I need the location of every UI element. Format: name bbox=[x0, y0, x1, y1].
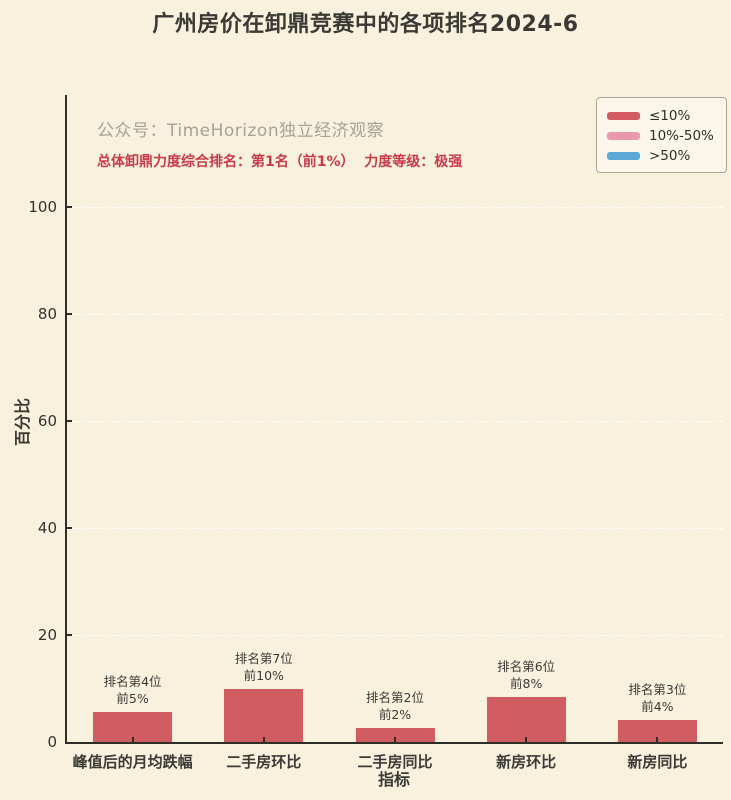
bar-二手房环比 bbox=[224, 688, 304, 742]
y-tick-label-80: 80 bbox=[37, 305, 57, 324]
annotation-rank: 排名第7位 bbox=[234, 650, 293, 666]
category-label-新房环比: 新房环比 bbox=[496, 752, 557, 771]
bar-二手房同比 bbox=[355, 727, 435, 742]
legend-swatch-0 bbox=[607, 111, 640, 120]
overall-ranking-subtitle: 总体卸鼎力度综合排名：第1名（前1%） 力度等级：极强 bbox=[97, 154, 463, 170]
annotation-percentile: 前2% bbox=[378, 706, 412, 722]
category-label-新房同比: 新房同比 bbox=[627, 752, 688, 771]
bar-新房同比 bbox=[617, 720, 697, 742]
category-label-峰值后的月均跌幅: 峰值后的月均跌幅 bbox=[72, 752, 193, 771]
annotation-rank: 排名第4位 bbox=[103, 673, 162, 689]
watermark-text: 公众号：TimeHorizon独立经济观察 bbox=[97, 121, 385, 141]
gridline-40 bbox=[67, 527, 723, 529]
annotation-rank: 排名第2位 bbox=[366, 689, 424, 705]
legend-swatch-1 bbox=[607, 131, 640, 140]
y-tick-mark-80 bbox=[67, 313, 72, 316]
legend-swatch-2 bbox=[607, 151, 640, 160]
gridline-20 bbox=[67, 634, 723, 636]
y-tick-mark-100 bbox=[67, 206, 72, 209]
gridline-100 bbox=[67, 207, 723, 209]
annotation-rank: 排名第3位 bbox=[628, 682, 687, 698]
y-tick-label-20: 20 bbox=[37, 625, 57, 644]
y-tick-mark-60 bbox=[67, 419, 72, 422]
legend-label-0: ≤10% bbox=[649, 107, 691, 124]
annotation-percentile: 前5% bbox=[116, 690, 149, 706]
x-tick-mark-0 bbox=[131, 737, 134, 742]
y-tick-mark-40 bbox=[67, 526, 72, 529]
bar-annotation-二手房同比: 排名第2位 前2% bbox=[330, 690, 460, 724]
plot-area: 0 20 40 60 80 100 排名第4位 前5% 峰值后的月均跌幅 排名第7位 前10% 二手房… bbox=[28, 95, 723, 771]
legend-label-1: 10%-50% bbox=[649, 127, 714, 144]
x-tick-mark-2 bbox=[394, 737, 396, 742]
legend-label-2: >50% bbox=[649, 147, 691, 164]
x-tick-mark-1 bbox=[262, 737, 265, 742]
y-tick-mark-20 bbox=[67, 633, 72, 636]
bar-峰值后的月均跌幅 bbox=[93, 711, 173, 742]
category-label-二手房环比: 二手房环比 bbox=[226, 752, 302, 771]
legend-entry-1: 10%-50% bbox=[607, 126, 714, 145]
x-tick-mark-3 bbox=[525, 737, 528, 742]
bar-新房环比 bbox=[486, 696, 566, 742]
legend: ≤10% 10%-50% >50% bbox=[596, 97, 727, 173]
annotation-rank: 排名第6位 bbox=[497, 658, 556, 674]
bar-annotation-二手房环比: 排名第7位 前10% bbox=[199, 651, 329, 685]
chart-title: 广州房价在卸鼎竞赛中的各项排名2024-6 bbox=[152, 12, 579, 37]
y-tick-label-40: 40 bbox=[37, 518, 57, 537]
y-tick-label-100: 100 bbox=[28, 198, 57, 217]
annotation-percentile: 前4% bbox=[641, 699, 674, 715]
annotation-percentile: 前8% bbox=[510, 675, 543, 691]
annotation-percentile: 前10% bbox=[243, 667, 284, 683]
legend-entry-2: >50% bbox=[607, 146, 714, 165]
gridline-80 bbox=[67, 314, 723, 316]
bar-annotation-新房环比: 排名第6位 前8% bbox=[461, 659, 591, 693]
y-tick-label-60: 60 bbox=[37, 411, 57, 430]
category-label-二手房同比: 二手房同比 bbox=[357, 752, 433, 771]
gridline-60 bbox=[67, 420, 723, 422]
y-tick-label-0: 0 bbox=[47, 732, 57, 751]
bar-annotation-新房同比: 排名第3位 前4% bbox=[592, 682, 722, 716]
bar-annotation-峰值后的月均跌幅: 排名第4位 前5% bbox=[68, 674, 198, 708]
x-tick-mark-4 bbox=[656, 737, 659, 742]
legend-entry-0: ≤10% bbox=[607, 106, 714, 125]
x-axis-label: 指标 bbox=[377, 770, 410, 789]
